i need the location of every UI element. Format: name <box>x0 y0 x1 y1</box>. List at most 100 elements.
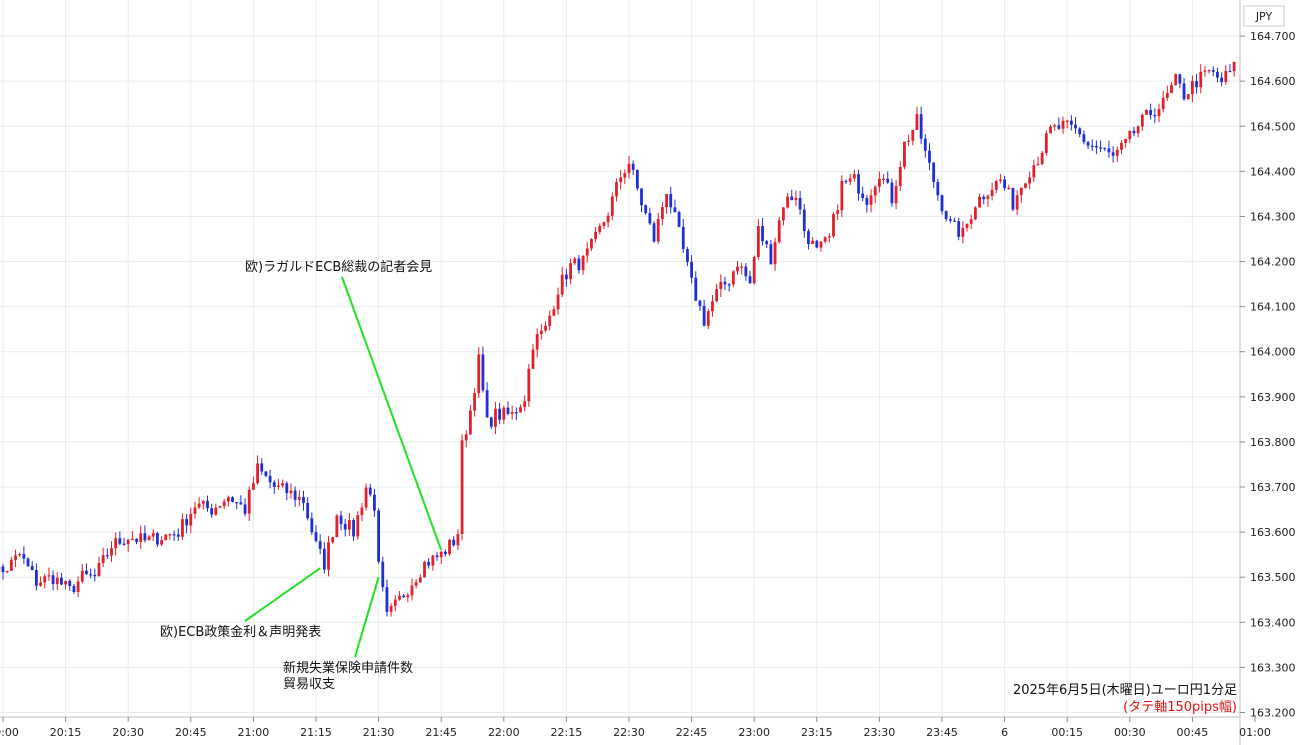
x-tick-label: 20:15 <box>50 726 82 739</box>
candle-body <box>1140 114 1144 127</box>
candle-body <box>581 255 585 271</box>
candle-body <box>281 483 285 486</box>
candle-body <box>861 193 865 198</box>
candle-body <box>473 393 476 411</box>
candle-body <box>72 586 76 593</box>
candle-body <box>1053 125 1057 127</box>
candle-body <box>844 180 848 183</box>
candle-body <box>506 407 510 414</box>
candle-body <box>1057 125 1061 129</box>
candle-body <box>252 483 255 490</box>
candle-body <box>915 114 919 130</box>
annotation-leader-line <box>354 576 380 658</box>
y-tick-label: 164.700 <box>1250 30 1296 43</box>
candle-body <box>1174 74 1178 86</box>
plot-background <box>0 0 1240 717</box>
currency-label: JPY <box>1255 10 1273 23</box>
candle-body <box>815 240 819 248</box>
candle-body <box>1024 183 1027 188</box>
candle-body <box>807 231 810 245</box>
candle-body <box>5 570 9 573</box>
candle-body <box>944 211 948 220</box>
x-tick-label: 21:45 <box>425 726 457 739</box>
candle-body <box>965 223 969 228</box>
candle-body <box>1032 165 1036 178</box>
candle-body <box>477 354 481 394</box>
y-tick-label: 163.600 <box>1250 526 1296 539</box>
candle-body <box>1220 77 1224 83</box>
annotation-leader-line <box>341 276 443 551</box>
candle-body <box>80 570 84 582</box>
candle-body <box>919 114 923 139</box>
candle-body <box>640 188 643 206</box>
candle-body <box>852 174 856 179</box>
candle-body <box>85 570 88 575</box>
x-tick-label: 22:45 <box>676 726 708 739</box>
candle-body <box>443 551 447 555</box>
candle-body <box>923 138 927 151</box>
y-tick-label: 163.800 <box>1250 436 1296 449</box>
candle-body <box>886 178 890 183</box>
x-tick-label: 21:00 <box>238 726 270 739</box>
candle-body <box>310 518 314 533</box>
candle-body <box>1095 145 1098 148</box>
candle-body <box>1120 142 1123 150</box>
candle-body <box>502 407 506 420</box>
y-tick-label: 164.000 <box>1250 346 1296 359</box>
candle-body <box>360 507 364 516</box>
candle-body <box>385 587 389 612</box>
candle-body <box>723 281 727 285</box>
time-axis: 20:00 20:15 20:30 20:45 21:00 21:15 21:30 21:45… <box>0 717 1271 739</box>
price-axis-panel[interactable] <box>1240 0 1300 745</box>
candle-body <box>565 274 568 280</box>
candle-body <box>335 515 339 538</box>
candle-body <box>51 575 55 585</box>
x-tick-label: 00:15 <box>1051 726 1083 739</box>
candle-body <box>498 408 502 420</box>
candle-body <box>936 181 940 196</box>
candle-body <box>890 182 894 204</box>
y-tick-label: 163.900 <box>1250 391 1296 404</box>
candle-body <box>460 440 464 535</box>
candle-body <box>848 178 852 182</box>
candle-body <box>594 232 598 239</box>
candle-body <box>994 181 998 190</box>
candle-body <box>1040 152 1044 165</box>
candle-body <box>1036 164 1040 166</box>
candle-body <box>928 150 931 163</box>
annotation-label: 欧)ラガルドECB総裁の記者会見 <box>245 259 432 275</box>
candle-body <box>669 194 673 208</box>
candle-body <box>1103 147 1107 149</box>
candle-body <box>719 281 723 289</box>
candle-body <box>999 179 1002 182</box>
candle-body <box>1065 120 1069 122</box>
candle-body <box>1011 187 1015 210</box>
candle-body <box>694 277 698 301</box>
candle-body <box>686 248 689 262</box>
candle-body <box>489 417 493 427</box>
candle-body <box>731 271 735 285</box>
candle-body <box>306 502 310 519</box>
candle-body <box>957 221 961 237</box>
candle-body <box>1207 70 1211 72</box>
candle-body <box>410 585 414 596</box>
candle-body <box>527 368 531 402</box>
candle-body <box>953 220 956 222</box>
candle-body <box>573 258 577 264</box>
candle-body <box>93 575 97 577</box>
candle-body <box>782 207 785 221</box>
candle-body <box>285 483 289 494</box>
y-tick-label: 164.400 <box>1250 165 1296 178</box>
candle-body <box>247 489 251 514</box>
candle-body <box>352 519 355 537</box>
candle-body <box>1111 152 1115 156</box>
candle-body <box>448 539 451 555</box>
x-tick-label: 00:45 <box>1177 726 1209 739</box>
candle-body <box>903 141 906 167</box>
annotation-label: 新規失業保険申請件数 <box>283 660 413 676</box>
candle-body <box>711 301 714 312</box>
candle-body <box>1186 94 1190 100</box>
candle-body <box>619 177 623 183</box>
candle-body <box>610 196 614 216</box>
